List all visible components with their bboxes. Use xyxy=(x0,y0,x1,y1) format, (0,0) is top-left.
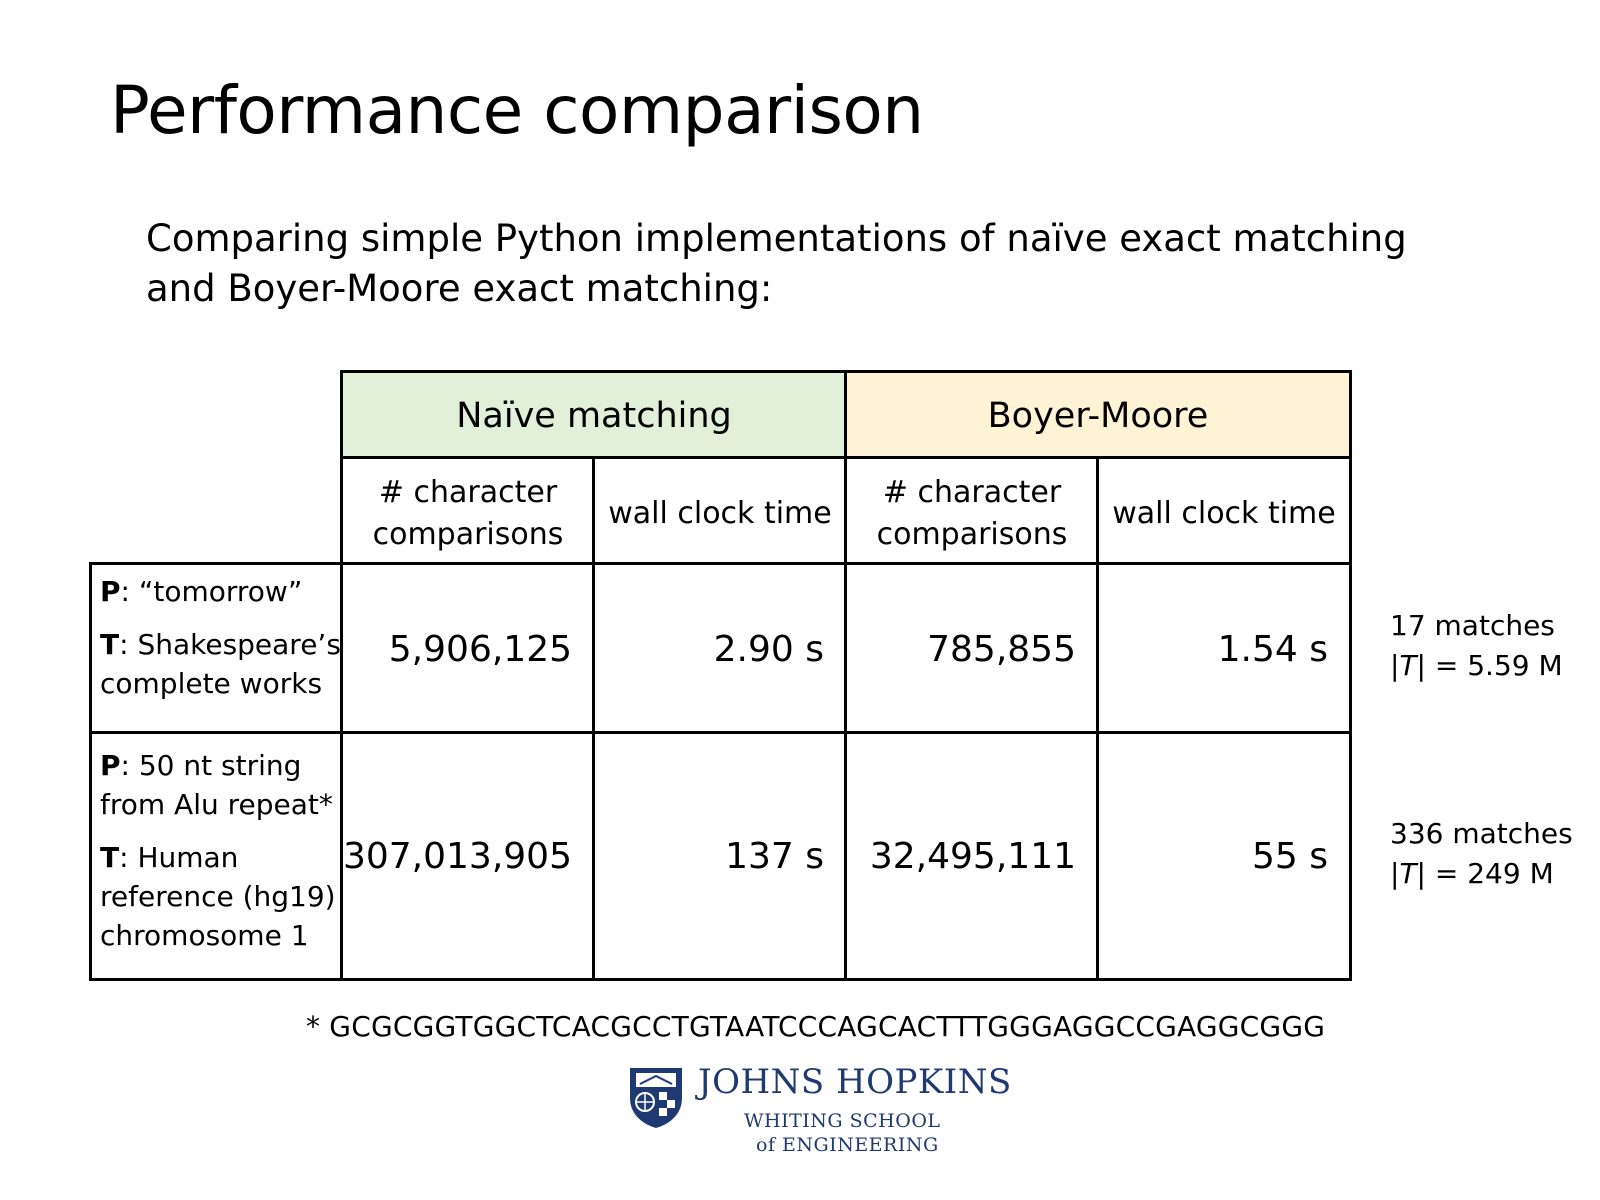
alu-sequence-footnote: * GCGCGGTGGCTCACGCCTGTAATCCCAGCACTTTGGGA… xyxy=(306,1010,1326,1043)
slide-title: Performance comparison xyxy=(110,72,924,149)
row-1-bm-comparisons: 785,855 xyxy=(927,628,1076,670)
table-line-header-bottom xyxy=(89,562,1352,565)
side-note-row-2: 336 matches |T| = 249 M xyxy=(1390,814,1573,894)
table-line-row-1-bottom xyxy=(89,731,1352,734)
table-line-col-3 xyxy=(1096,456,1099,981)
side-note-row-2-matches: 336 matches xyxy=(1390,817,1573,850)
logo-engineering-line: of ENGINEERING xyxy=(756,1134,939,1156)
slide-subtitle: Comparing simple Python implementations … xyxy=(146,217,1407,310)
row-label-alu-hg19: P: 50 nt string from Alu repeat* T: Huma… xyxy=(92,746,342,955)
row-2-text: T: Human reference (hg19) chromosome 1 xyxy=(100,841,336,952)
side-note-row-2-size: |T| = 249 M xyxy=(1390,857,1554,890)
row-label-shakespeare: P: “tomorrow” T: Shakespeare’s complete … xyxy=(92,572,342,703)
row-2-bm-time: 55 s xyxy=(1251,835,1328,877)
subheader-bm-comparisons: # character comparisons xyxy=(876,475,1068,552)
row-2-bm-comparisons: 32,495,111 xyxy=(869,835,1076,877)
side-note-row-1: 17 matches |T| = 5.59 M xyxy=(1390,606,1563,686)
header-boyer-moore: Boyer-Moore xyxy=(846,373,1350,458)
subheader-bm-time: wall clock time xyxy=(1112,496,1336,531)
row-1-naive-time: 2.90 s xyxy=(713,628,824,670)
row-1-pattern: P: “tomorrow” xyxy=(100,575,303,608)
table-line-right xyxy=(1349,370,1352,981)
row-2-pattern: P: 50 nt string from Alu repeat* xyxy=(100,749,333,821)
table-line-left xyxy=(89,562,92,981)
table-line-bottom xyxy=(89,978,1352,981)
side-note-row-1-size: |T| = 5.59 M xyxy=(1390,649,1563,682)
row-1-naive-comparisons: 5,906,125 xyxy=(388,628,572,670)
header-naive-matching: Naïve matching xyxy=(342,373,846,458)
logo-school-line: WHITING SCHOOL xyxy=(744,1110,941,1132)
table-line-col-2 xyxy=(844,370,847,981)
side-note-row-1-matches: 17 matches xyxy=(1390,609,1555,642)
subheader-naive-time: wall clock time xyxy=(608,496,832,531)
row-2-naive-time: 137 s xyxy=(725,835,824,877)
subheader-naive-comparisons: # character comparisons xyxy=(372,475,564,552)
logo-wordmark: JOHNS HOPKINS xyxy=(698,1062,1012,1102)
table-line-label-right xyxy=(340,370,343,981)
jhu-logo: JOHNS HOPKINS WHITING SCHOOL of ENGINEER… xyxy=(626,1062,1011,1162)
row-1-text: T: Shakespeare’s complete works xyxy=(100,628,341,700)
row-2-naive-comparisons: 307,013,905 xyxy=(342,835,572,877)
row-1-bm-time: 1.54 s xyxy=(1217,628,1328,670)
table-line-col-1 xyxy=(592,456,595,981)
jhu-shield-icon xyxy=(630,1068,682,1128)
